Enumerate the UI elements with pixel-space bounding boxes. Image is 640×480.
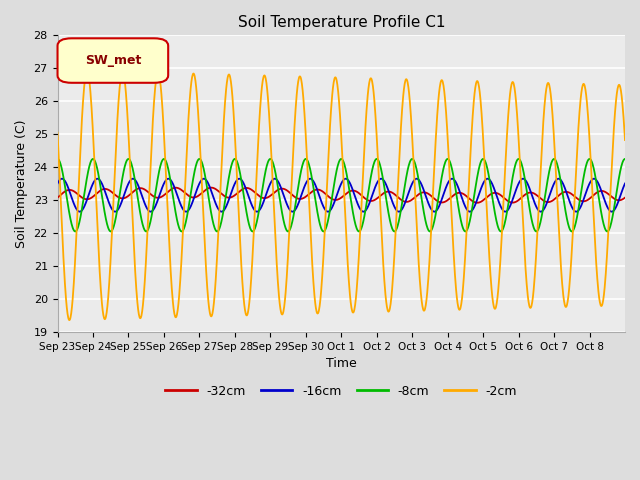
Y-axis label: Soil Temperature (C): Soil Temperature (C) bbox=[15, 120, 28, 248]
Legend: -32cm, -16cm, -8cm, -2cm: -32cm, -16cm, -8cm, -2cm bbox=[161, 380, 522, 403]
Title: Soil Temperature Profile C1: Soil Temperature Profile C1 bbox=[237, 15, 445, 30]
X-axis label: Time: Time bbox=[326, 357, 356, 370]
FancyBboxPatch shape bbox=[58, 38, 168, 83]
Text: SW_met: SW_met bbox=[85, 54, 141, 67]
